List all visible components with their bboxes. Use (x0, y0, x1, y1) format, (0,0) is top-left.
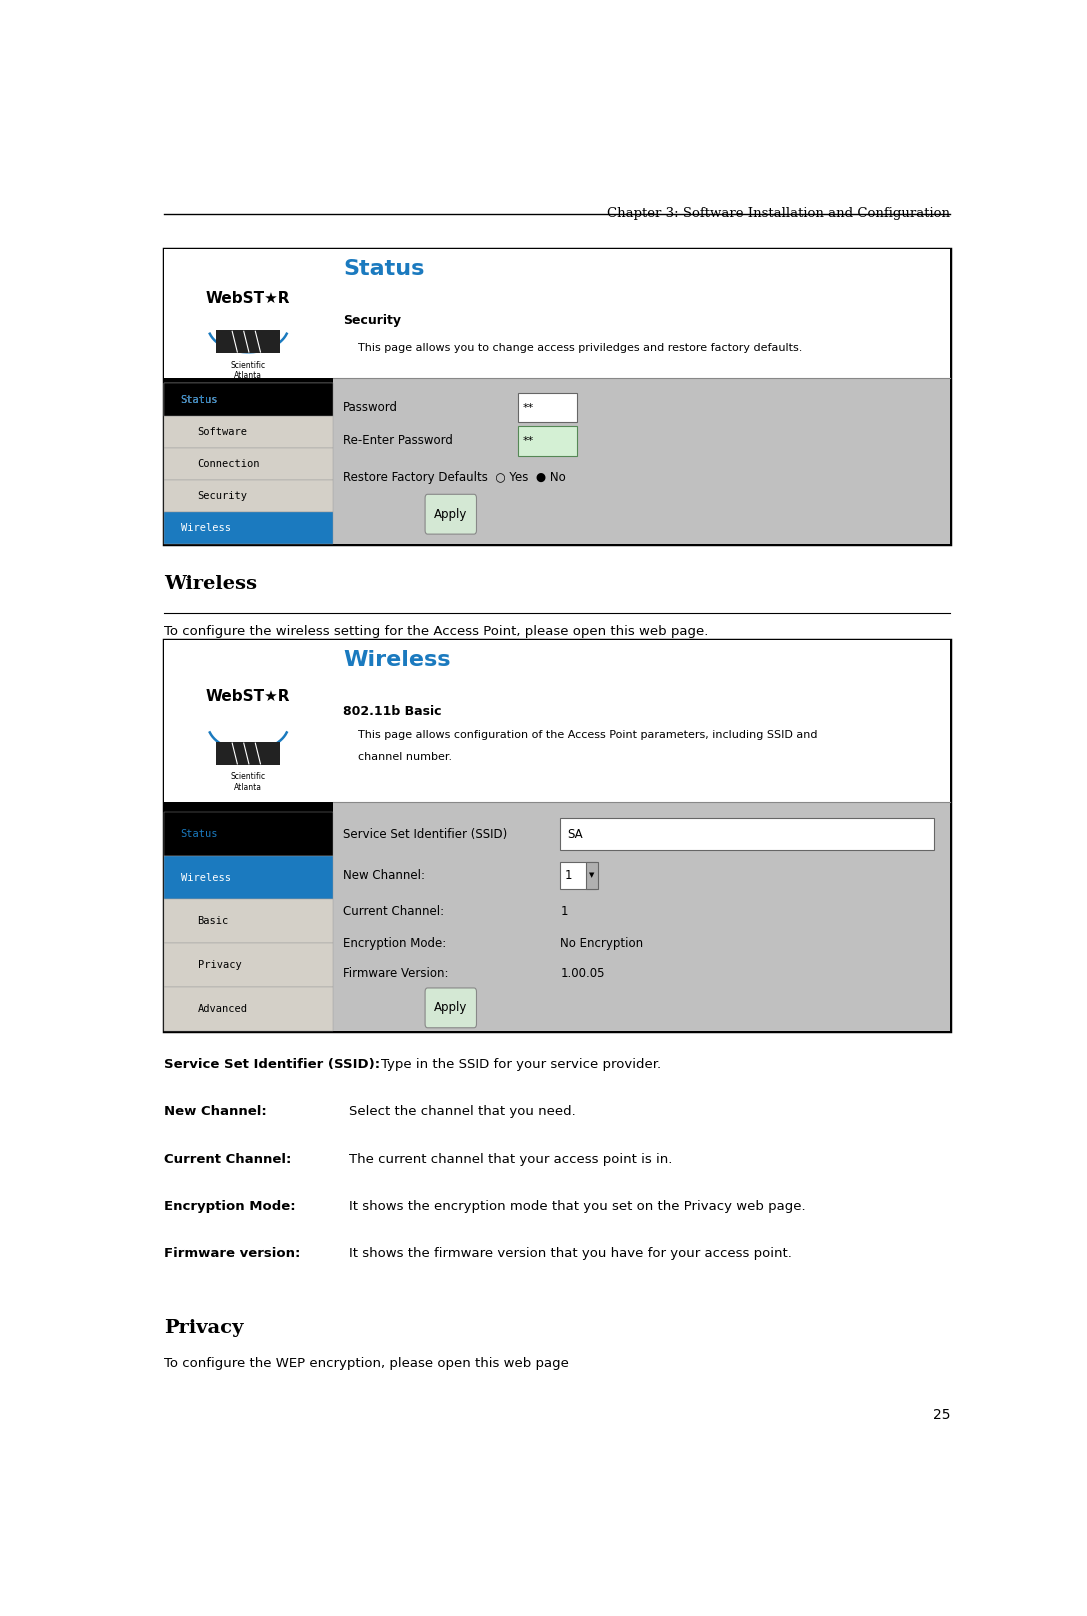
Bar (164, 640, 333, 802)
Text: Status: Status (180, 829, 218, 839)
Bar (164, 249, 950, 545)
Bar (216, 742, 280, 764)
Text: 1: 1 (564, 869, 572, 882)
Bar (164, 640, 950, 1031)
Bar (164, 944, 333, 987)
Text: Chapter 3: Software Installation and Configuration: Chapter 3: Software Installation and Con… (608, 207, 950, 220)
Text: Connection: Connection (198, 459, 260, 469)
Bar (164, 383, 333, 415)
Text: Scientific
Atlanta: Scientific Atlanta (230, 772, 266, 792)
Text: The current channel that your access point is in.: The current channel that your access poi… (349, 1152, 673, 1165)
Bar (164, 249, 333, 378)
Text: ▼: ▼ (589, 873, 595, 879)
Text: Apply: Apply (434, 507, 467, 520)
Text: Service Set Identifier (SSID): Service Set Identifier (SSID) (343, 827, 508, 840)
Text: Password: Password (343, 401, 398, 414)
Bar (164, 802, 333, 811)
Text: Service Set Identifier (SSID):: Service Set Identifier (SSID): (164, 1058, 379, 1071)
Text: Status: Status (180, 394, 218, 404)
Text: New Channel:: New Channel: (343, 869, 425, 882)
Text: channel number.: channel number. (358, 751, 452, 763)
Bar (333, 640, 950, 802)
FancyBboxPatch shape (425, 494, 476, 535)
Text: It shows the encryption mode that you set on the Privacy web page.: It shows the encryption mode that you se… (349, 1201, 805, 1214)
Text: It shows the firmware version that you have for your access point.: It shows the firmware version that you h… (349, 1248, 792, 1260)
Text: Apply: Apply (434, 1002, 467, 1015)
Text: Wireless: Wireless (180, 524, 230, 533)
Text: Security: Security (343, 314, 401, 326)
Text: Firmware version:: Firmware version: (164, 1248, 300, 1260)
Bar (164, 383, 333, 415)
Bar (164, 512, 333, 545)
Text: WebST★R: WebST★R (207, 690, 290, 705)
Text: This page allows configuration of the Access Point parameters, including SSID an: This page allows configuration of the Ac… (358, 729, 817, 740)
Text: Wireless: Wireless (343, 650, 450, 671)
Text: To configure the WEP encryption, please open this web page: To configure the WEP encryption, please … (164, 1357, 569, 1370)
Text: Basic: Basic (164, 680, 218, 700)
Bar (164, 378, 333, 383)
Text: Firmware Version:: Firmware Version: (343, 966, 449, 979)
FancyBboxPatch shape (425, 987, 476, 1028)
Text: 1.00.05: 1.00.05 (560, 966, 604, 979)
Text: Security: Security (198, 491, 248, 501)
Text: Privacy: Privacy (164, 1319, 243, 1338)
Bar (333, 378, 950, 545)
Text: Encryption Mode:: Encryption Mode: (343, 937, 446, 950)
Text: Basic: Basic (198, 916, 228, 926)
Bar (560, 818, 934, 850)
Bar (164, 811, 333, 856)
Bar (518, 427, 577, 456)
Text: Software: Software (198, 427, 248, 436)
Text: **: ** (523, 402, 534, 412)
Text: Re-Enter Password: Re-Enter Password (343, 435, 453, 448)
Text: Status: Status (343, 259, 424, 280)
Text: WebST★R: WebST★R (207, 291, 290, 305)
Bar (164, 480, 333, 512)
Bar (164, 900, 333, 944)
Text: SA: SA (567, 827, 583, 840)
Text: This page allows you to change access priviledges and restore factory defaults.: This page allows you to change access pr… (358, 343, 802, 352)
Bar (216, 330, 280, 354)
Bar (518, 393, 577, 422)
Text: Advanced: Advanced (198, 1004, 248, 1013)
Bar (333, 802, 950, 1031)
Bar (164, 987, 333, 1031)
Text: New Channel:: New Channel: (164, 1105, 266, 1118)
Text: Current Channel:: Current Channel: (164, 1152, 291, 1165)
Bar (164, 856, 333, 900)
Text: Wireless: Wireless (164, 575, 257, 593)
Text: Status: Status (180, 394, 218, 404)
Text: Type in the SSID for your service provider.: Type in the SSID for your service provid… (382, 1058, 661, 1071)
Text: Select the channel that you need.: Select the channel that you need. (349, 1105, 576, 1118)
Text: 1: 1 (560, 905, 567, 918)
Text: 25: 25 (933, 1408, 950, 1422)
Bar (333, 249, 950, 378)
Text: 802.11b Basic: 802.11b Basic (343, 705, 441, 718)
Bar (586, 861, 598, 889)
Text: Wireless: Wireless (180, 873, 230, 882)
Text: Restore Factory Defaults  ○ Yes  ● No: Restore Factory Defaults ○ Yes ● No (343, 470, 565, 485)
Text: Encryption Mode:: Encryption Mode: (164, 1201, 296, 1214)
Text: Scientific
Atlanta: Scientific Atlanta (230, 360, 266, 380)
Bar (164, 415, 333, 448)
Bar (164, 448, 333, 480)
Text: Current Channel:: Current Channel: (343, 905, 445, 918)
Text: **: ** (523, 436, 534, 446)
Bar (560, 861, 596, 889)
Text: Privacy: Privacy (198, 960, 241, 970)
Text: No Encryption: No Encryption (560, 937, 644, 950)
Text: To configure the wireless setting for the Access Point, please open this web pag: To configure the wireless setting for th… (164, 625, 708, 638)
